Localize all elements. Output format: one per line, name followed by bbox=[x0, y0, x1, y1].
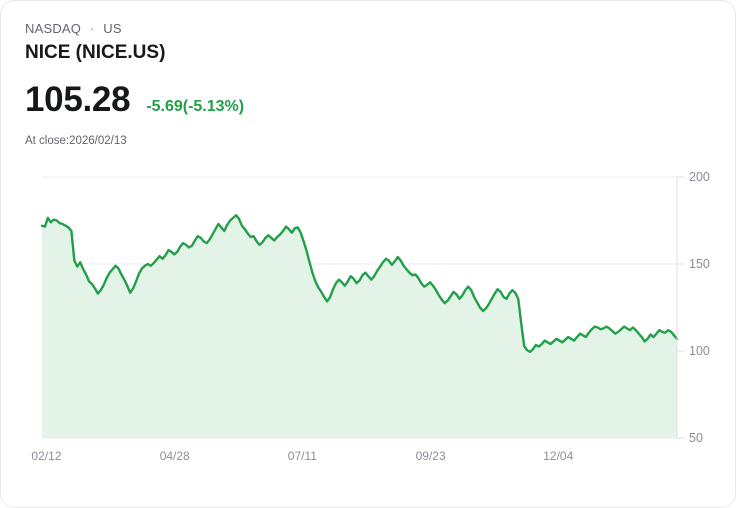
exchange-label: NASDAQ bbox=[25, 21, 82, 36]
x-axis-tick-label: 04/28 bbox=[160, 449, 190, 463]
quote-header: NASDAQ · US NICE (NICE.US) 105.28 -5.69(… bbox=[25, 21, 711, 148]
y-axis-tick-label: 150 bbox=[689, 257, 710, 271]
current-price: 105.28 bbox=[25, 80, 131, 119]
price-chart[interactable]: 200 150 100 50 02/12 04/28 07/11 09/23 12/04 bbox=[1, 161, 736, 471]
price-line bbox=[40, 214, 679, 354]
market-status-text: At close:2026/02/13 bbox=[25, 135, 127, 147]
price-chart-svg[interactable]: 200 150 100 50 02/12 04/28 07/11 09/23 12/04 bbox=[1, 161, 736, 471]
y-axis-tick-label: 200 bbox=[689, 170, 710, 184]
y-axis-tick-label: 50 bbox=[689, 431, 703, 445]
x-axis-tick-label: 09/23 bbox=[416, 449, 446, 463]
separator-dot: · bbox=[89, 21, 95, 36]
area-fill bbox=[42, 215, 677, 438]
page-title: NICE (NICE.US) bbox=[25, 42, 166, 63]
exchange-region-row: NASDAQ · US bbox=[25, 21, 711, 37]
x-axis-tick-label: 12/04 bbox=[543, 449, 573, 463]
y-axis-ticks: 200 150 100 50 bbox=[677, 170, 710, 445]
price-change: -5.69(-5.13%) bbox=[146, 98, 245, 115]
y-axis-tick-label: 100 bbox=[689, 344, 710, 358]
area-fill-group bbox=[42, 215, 677, 438]
x-axis-tick-label: 07/11 bbox=[288, 449, 317, 463]
region-label: US bbox=[103, 21, 122, 36]
line-group bbox=[40, 214, 679, 354]
x-axis-ticks: 02/12 04/28 07/11 09/23 12/04 bbox=[31, 449, 573, 463]
x-axis-tick-label: 02/12 bbox=[31, 449, 61, 463]
price-row: 105.28 -5.69(-5.13%) bbox=[25, 80, 711, 120]
